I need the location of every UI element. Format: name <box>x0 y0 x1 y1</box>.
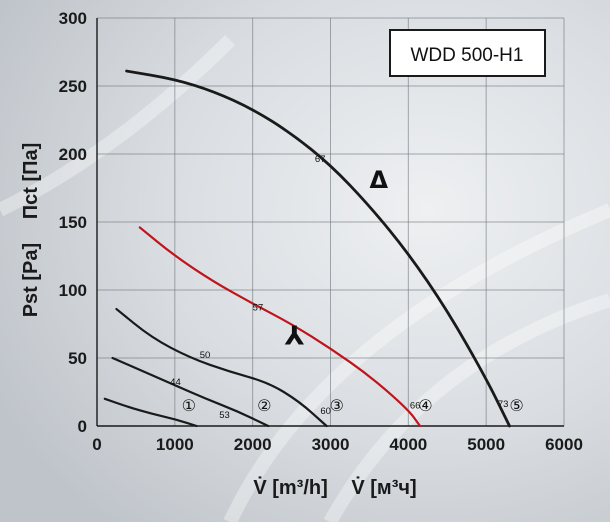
curve-marker-3: ③ <box>330 396 344 415</box>
series-line-4 <box>138 226 422 428</box>
x-tick-label: 6000 <box>545 435 583 454</box>
series-line-3 <box>115 307 328 428</box>
x-tick-label: 1000 <box>156 435 194 454</box>
efficiency-label: 73 <box>498 399 509 410</box>
series-line-2 <box>111 356 270 428</box>
y-tick-label: 250 <box>59 77 87 96</box>
efficiency-label: 60 <box>320 406 331 417</box>
curve-marker-5: ⑤ <box>509 396 523 415</box>
y-axis-label-en: Pst [Pa] <box>20 243 42 317</box>
y-tick-label: 150 <box>59 213 87 232</box>
series-lines <box>103 69 511 428</box>
star-mode-label: ⅄ <box>284 321 305 351</box>
series-line-5 <box>125 69 511 428</box>
curve-marker-4: ④ <box>418 396 432 415</box>
curve-label-4: 57 <box>253 302 264 313</box>
efficiency-label: 66 <box>410 400 421 411</box>
y-tick-label: 100 <box>59 281 87 300</box>
curve-labels: 53 44 50 57 67 60 66 73 ① ② ③ ④ ⑤ Δ ⅄ <box>170 154 524 421</box>
x-tick-label: 4000 <box>389 435 427 454</box>
x-tick-label: 0 <box>92 435 101 454</box>
axes: 0 1000 2000 3000 4000 5000 6000 0 50 100 150 200 250… <box>59 9 583 454</box>
x-tick-label: 3000 <box>312 435 350 454</box>
curve-marker-1: ① <box>182 396 196 415</box>
y-axis-label-group: Pst [Pa] Пct [Па] <box>20 143 42 318</box>
x-axis-label: V̇ [m³/h] V̇ [м³ч] <box>253 475 416 499</box>
y-tick-label: 200 <box>59 145 87 164</box>
curve-label-5: 67 <box>315 154 326 165</box>
y-axis-label-ru: Пct [Па] <box>20 143 42 220</box>
y-axis-label: Pst [Pa] Пct [Па] <box>20 143 42 318</box>
x-tick-label: 5000 <box>467 435 505 454</box>
x-axis-label-ru: V̇ [м³ч] <box>351 475 416 499</box>
delta-mode-label: Δ <box>369 166 388 194</box>
x-axis-label-en: V̇ [m³/h] <box>253 475 327 499</box>
series-line-1 <box>103 397 198 428</box>
curve-label-3: 50 <box>200 350 211 361</box>
y-tick-label: 0 <box>78 417 87 436</box>
curve-label-1: 53 <box>219 410 230 421</box>
chart-title: WDD 500-H1 <box>411 45 524 66</box>
curve-marker-2: ② <box>257 396 271 415</box>
x-tick-label: 2000 <box>234 435 272 454</box>
y-tick-label: 300 <box>59 9 87 28</box>
y-tick-label: 50 <box>68 349 87 368</box>
model-box: WDD 500-H1 <box>389 29 546 77</box>
background-swirls <box>0 35 610 522</box>
curve-label-2: 44 <box>170 377 181 388</box>
